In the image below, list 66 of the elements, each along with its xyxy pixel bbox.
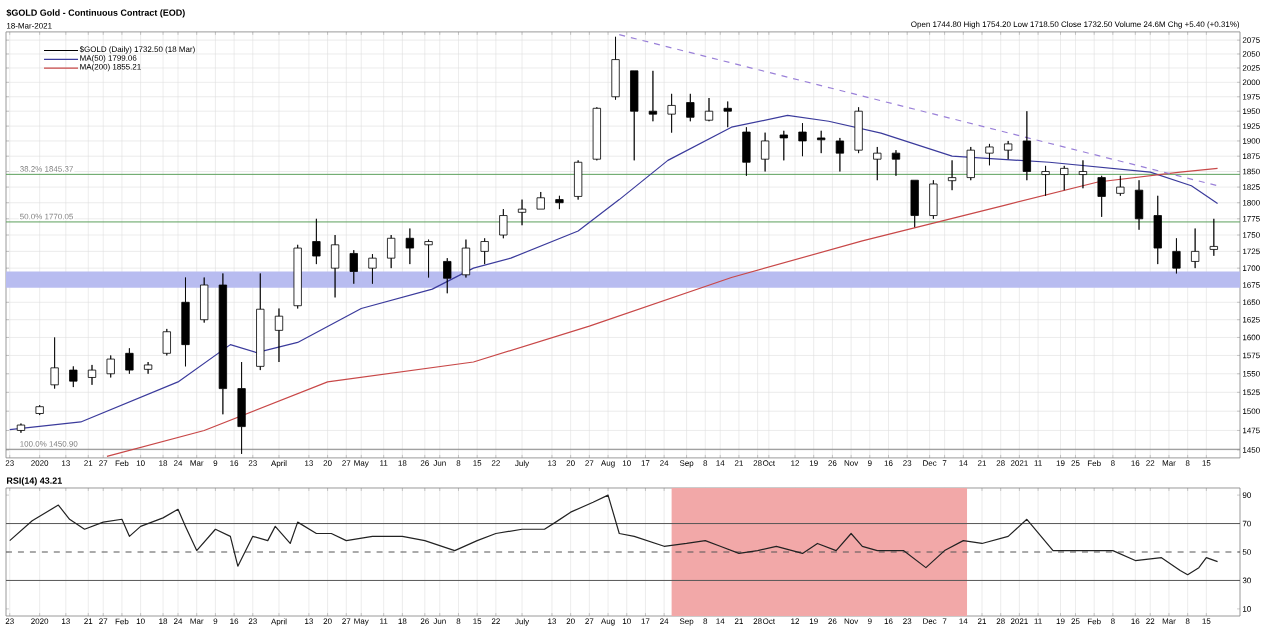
candlestick: [480, 237, 489, 265]
candlestick: [704, 97, 714, 122]
candlestick: [686, 93, 695, 122]
candlestick: [143, 361, 153, 375]
candlestick: [125, 347, 134, 375]
candlestick: [1004, 140, 1013, 160]
candlestick: [1209, 218, 1218, 257]
candlestick: [517, 199, 527, 226]
candlestick: [50, 337, 59, 389]
candlestick: [499, 208, 508, 239]
candlestick: [667, 93, 676, 134]
candlestick: [349, 249, 358, 285]
candlestick: [1060, 165, 1069, 191]
candlestick: [293, 244, 302, 309]
candlestick: [1134, 179, 1144, 231]
candlestick: [1153, 195, 1162, 265]
candlestick: [181, 277, 190, 367]
candlestick: [1116, 175, 1125, 197]
candlestick: [817, 130, 826, 154]
candlestick: [742, 126, 751, 177]
candlestick: [611, 36, 620, 101]
candlestick: [630, 70, 639, 161]
candlestick: [69, 365, 78, 388]
candlestick: [162, 328, 171, 356]
candlestick: [1078, 159, 1088, 189]
candlestick: [723, 101, 732, 128]
candlestick: [779, 130, 788, 161]
candlestick: [929, 179, 938, 220]
candlestick: [16, 423, 26, 434]
candlestick: [1022, 110, 1031, 181]
candlestick: [368, 253, 377, 285]
candlestick: [424, 239, 433, 278]
candlestick: [835, 137, 845, 172]
candlestick: [35, 404, 44, 416]
candlestick: [573, 159, 583, 200]
candlestick: [536, 191, 545, 210]
candlestick: [330, 234, 340, 298]
candlestick: [1172, 237, 1181, 274]
candlestick: [1097, 175, 1106, 218]
candlestick: [910, 179, 919, 228]
candlestick: [592, 106, 601, 161]
candlestick: [798, 122, 807, 157]
candlestick: [443, 257, 452, 294]
candlestick: [891, 149, 901, 177]
candlestick: [947, 159, 957, 191]
candlestick: [985, 143, 994, 166]
candlestick: [387, 234, 396, 269]
candlestick: [873, 146, 882, 181]
candlestick: [312, 218, 321, 265]
candlestick: [854, 106, 863, 154]
candlestick: [760, 132, 770, 172]
candlestick: [87, 364, 97, 386]
candlestick: [555, 195, 564, 210]
candlestick: [237, 361, 246, 455]
candlestick: [200, 277, 209, 323]
candlestick: [274, 308, 284, 363]
candlestick: [461, 239, 471, 278]
candlestick: [218, 273, 228, 415]
line-series: [106, 167, 1219, 457]
candlestick: [1041, 165, 1050, 197]
candlestick: [1190, 228, 1200, 269]
candlestick: [966, 146, 975, 181]
candlestick: [648, 70, 658, 122]
candlestick: [106, 355, 115, 378]
candlestick: [405, 228, 414, 265]
candlestick: [256, 273, 265, 371]
